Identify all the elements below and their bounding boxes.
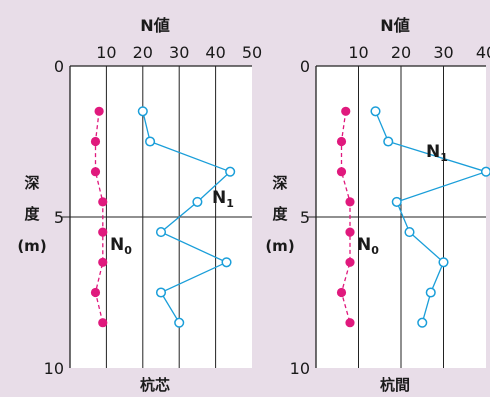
data-point-n1 bbox=[425, 287, 436, 298]
data-point-n1 bbox=[155, 287, 167, 298]
series-label-main: N bbox=[357, 235, 371, 255]
y-axis-title-part: 深 bbox=[272, 174, 287, 192]
data-point-n0 bbox=[336, 136, 347, 147]
data-point-n1 bbox=[480, 166, 490, 177]
x-tick-label: 10 bbox=[348, 43, 368, 62]
data-point-n0 bbox=[98, 197, 108, 207]
series-label-subscript: 0 bbox=[124, 244, 132, 257]
x-tick-label: 50 bbox=[242, 43, 262, 62]
data-point-n0 bbox=[98, 318, 108, 328]
data-point-n0 bbox=[345, 257, 355, 267]
data-point-n1 bbox=[438, 257, 449, 268]
series-line-n0 bbox=[94, 111, 104, 323]
data-point-n1 bbox=[404, 227, 415, 238]
data-point-n0 bbox=[90, 167, 101, 177]
series-label-n1: N1 bbox=[426, 142, 448, 164]
data-point-n0 bbox=[336, 287, 347, 298]
data-point-n1 bbox=[417, 317, 428, 328]
data-point-n1 bbox=[391, 196, 402, 207]
data-point-n1 bbox=[370, 106, 381, 117]
x-tick-label: 20 bbox=[391, 43, 411, 62]
data-point-n1 bbox=[225, 166, 236, 177]
data-point-n0 bbox=[90, 287, 101, 298]
y-axis-title-part: 度 bbox=[24, 205, 40, 223]
series-line-n0 bbox=[340, 111, 351, 323]
data-point-n0 bbox=[98, 227, 108, 237]
x-tick-label: 10 bbox=[96, 43, 116, 62]
x-tick-label: 30 bbox=[433, 43, 453, 62]
series-label-main: N bbox=[110, 235, 124, 255]
x-tick-label: 40 bbox=[476, 43, 490, 62]
x-axis-title: N値 bbox=[140, 16, 169, 35]
y-tick-label: 10 bbox=[44, 359, 64, 378]
data-point-n0 bbox=[345, 197, 355, 207]
y-tick-label: 0 bbox=[300, 57, 310, 76]
series-label-subscript: 1 bbox=[440, 151, 448, 164]
series-label-subscript: 0 bbox=[371, 244, 379, 257]
data-point-n1 bbox=[383, 136, 394, 147]
data-point-n1 bbox=[155, 227, 167, 238]
series-line-n1 bbox=[142, 111, 232, 324]
x-axis-title: N値 bbox=[380, 16, 409, 35]
y-tick-label: 5 bbox=[54, 208, 64, 227]
data-point-n1 bbox=[174, 317, 185, 328]
data-point-n1 bbox=[221, 257, 232, 268]
y-tick-label: 0 bbox=[54, 57, 64, 76]
data-point-n0 bbox=[336, 167, 347, 177]
x-tick-label: 30 bbox=[169, 43, 189, 62]
series-label-main: N bbox=[426, 142, 440, 162]
data-point-n1 bbox=[192, 196, 203, 207]
series-label-n1: N1 bbox=[212, 188, 234, 210]
y-axis-title-part: (m) bbox=[17, 237, 46, 255]
data-point-n0 bbox=[98, 257, 108, 267]
data-point-n0 bbox=[345, 318, 355, 328]
panel-caption: 杭芯 bbox=[140, 376, 170, 394]
y-axis-title-part: (m) bbox=[265, 237, 294, 255]
panel-caption: 杭間 bbox=[380, 376, 410, 394]
data-point-n0 bbox=[94, 106, 104, 116]
data-point-n1 bbox=[145, 136, 156, 147]
data-point-n0 bbox=[90, 136, 101, 147]
x-tick-label: 40 bbox=[205, 43, 225, 62]
y-axis-title-part: 度 bbox=[272, 205, 288, 223]
data-point-n1 bbox=[137, 106, 148, 117]
series-label-subscript: 1 bbox=[226, 197, 234, 210]
data-point-n0 bbox=[345, 227, 355, 237]
x-tick-label: 20 bbox=[133, 43, 153, 62]
series-line-n1 bbox=[374, 111, 489, 323]
y-tick-label: 10 bbox=[290, 359, 310, 378]
series-label-n0: N0 bbox=[357, 235, 379, 257]
data-point-n0 bbox=[341, 106, 351, 116]
y-tick-label: 5 bbox=[300, 208, 310, 227]
series-label-n0: N0 bbox=[110, 235, 132, 257]
series-label-main: N bbox=[212, 188, 226, 208]
y-axis-title-part: 深 bbox=[24, 174, 39, 192]
